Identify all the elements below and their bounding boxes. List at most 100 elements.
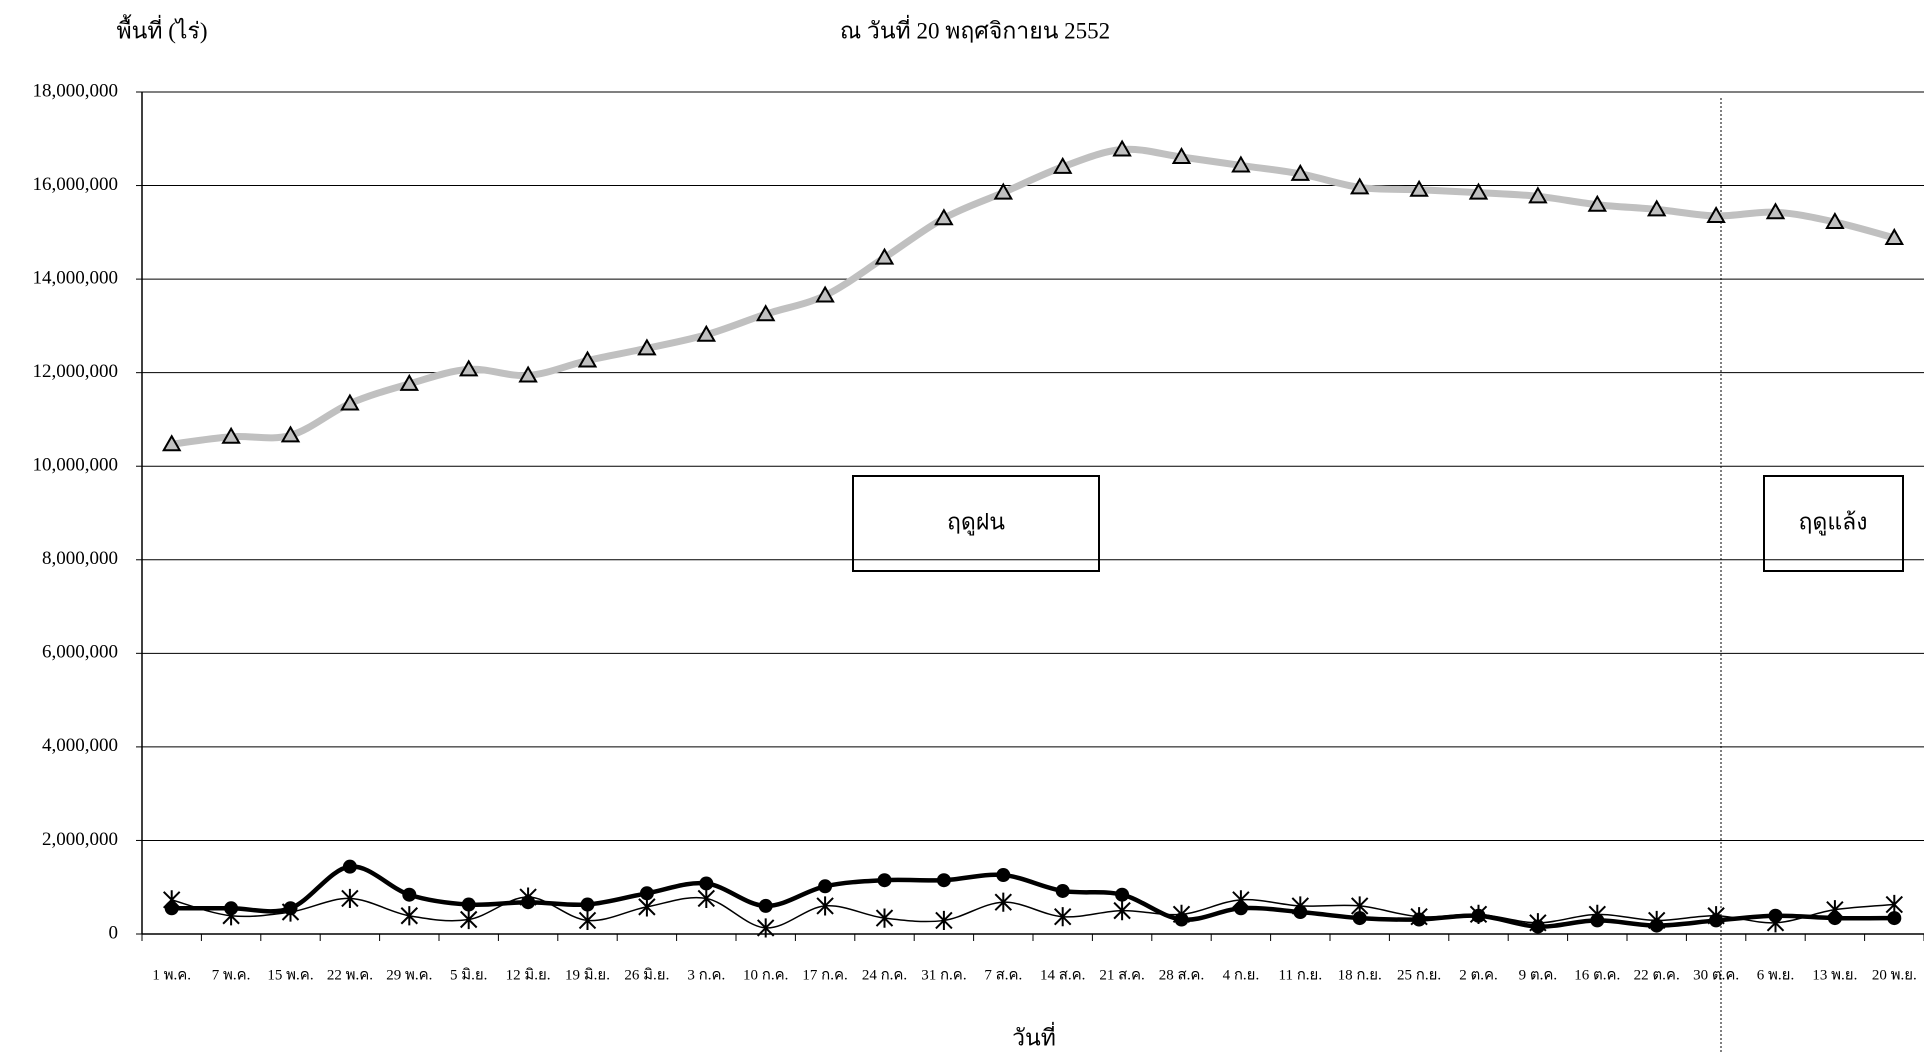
marker (402, 887, 417, 902)
marker (459, 909, 478, 930)
y-tick-label: 16,000,000 (33, 174, 119, 195)
marker (1053, 907, 1072, 927)
x-tick-label: 6 พ.ย. (1757, 967, 1794, 983)
marker (1647, 910, 1666, 931)
x-tick-label: 29 พ.ค. (386, 967, 432, 983)
marker (696, 324, 717, 342)
x-tick-label: 3 ก.ค. (687, 967, 725, 983)
marker (1646, 199, 1667, 217)
x-tick-label: 12 มิ.ย. (506, 966, 551, 983)
marker (1171, 147, 1192, 165)
series-line (171, 145, 1896, 448)
marker (1587, 194, 1608, 212)
marker (519, 887, 537, 907)
marker (1885, 894, 1904, 915)
marker (755, 304, 776, 322)
marker (1409, 179, 1429, 197)
marker (340, 393, 360, 411)
marker (1290, 163, 1311, 181)
annotation-box (1763, 475, 1904, 572)
marker (1884, 227, 1905, 245)
marker (996, 868, 1011, 883)
annotation: ฤดูฝน (947, 509, 1005, 535)
marker (1055, 883, 1070, 898)
marker (818, 879, 833, 894)
marker (518, 365, 538, 383)
marker (1291, 896, 1310, 916)
x-tick-label: 20 พ.ย. (1872, 967, 1917, 983)
marker (816, 896, 834, 916)
marker (993, 182, 1014, 200)
marker (1112, 139, 1132, 157)
marker (1468, 182, 1489, 200)
x-tick-label: 22 พ.ค. (327, 967, 373, 983)
marker (281, 902, 300, 922)
y-tick-label: 2,000,000 (42, 829, 118, 850)
x-tick-label: 9 ต.ค. (1519, 967, 1558, 983)
x-tick-label: 5 มิ.ย. (450, 966, 487, 983)
x-tick-label: 15 พ.ค. (267, 967, 313, 983)
x-tick-label: 11 ก.ย. (1279, 967, 1323, 983)
marker (1350, 896, 1369, 916)
x-tick-label: 25 ก.ย. (1397, 967, 1441, 983)
marker (577, 350, 598, 368)
annotation-box (852, 475, 1100, 572)
x-tick-label: 16 ต.ค. (1574, 967, 1620, 983)
marker (758, 898, 773, 913)
marker (1887, 911, 1902, 926)
marker (400, 906, 419, 926)
marker (638, 897, 656, 917)
y-tick-label: 10,000,000 (33, 455, 119, 476)
marker (162, 890, 181, 910)
x-tick-label: 2 ต.ค. (1459, 967, 1498, 983)
marker (221, 426, 241, 444)
marker (1352, 911, 1367, 926)
x-tick-label: 1 พ.ค. (152, 967, 191, 983)
marker (1765, 202, 1786, 220)
x-tick-label: 14 ส.ค. (1040, 967, 1085, 983)
marker (399, 373, 420, 391)
y-tick-label: 8,000,000 (42, 548, 118, 569)
marker (1826, 900, 1844, 920)
marker (1766, 913, 1785, 933)
x-tick-label: 22 ต.ค. (1634, 967, 1680, 983)
series-line (171, 864, 1895, 929)
marker (1172, 904, 1191, 924)
marker (936, 873, 951, 888)
marker (815, 285, 835, 303)
x-tick-label: 17 ก.ค. (802, 967, 847, 983)
x-tick-label: 31 ก.ค. (921, 967, 966, 983)
marker (699, 876, 714, 891)
chart-title: ณ วันที่ 20 พฤศจิกายน 2552 (840, 14, 1110, 43)
x-tick-label: 30 ต.ค. (1693, 967, 1739, 983)
marker (874, 247, 895, 265)
marker (639, 886, 654, 901)
x-tick-label: 10 ก.ค. (743, 967, 788, 983)
x-tick-label: 21 ส.ค. (1099, 967, 1144, 983)
marker (578, 910, 597, 931)
marker (1825, 212, 1845, 230)
y-axis-label: พื้นที่ (ไร่) (116, 14, 207, 43)
marker (1588, 904, 1607, 924)
marker (342, 859, 357, 874)
marker (877, 873, 892, 888)
marker (1349, 177, 1370, 195)
marker (222, 906, 240, 926)
x-tick-label: 4 ก.ย. (1223, 967, 1260, 983)
marker (341, 888, 359, 909)
marker (875, 908, 894, 928)
marker (637, 338, 657, 356)
marker (1528, 186, 1548, 204)
marker (697, 888, 716, 909)
x-tick-label: 7 ส.ค. (984, 967, 1022, 983)
marker (1231, 155, 1251, 173)
y-tick-label: 14,000,000 (33, 267, 119, 288)
marker (1410, 907, 1428, 927)
x-axis-label: วันที่ (1012, 1021, 1056, 1050)
x-tick-label: 13 พ.ย. (1812, 967, 1857, 983)
marker (935, 910, 953, 931)
x-tick-label: 26 มิ.ย. (624, 966, 669, 983)
x-tick-label: 7 พ.ค. (212, 967, 251, 983)
